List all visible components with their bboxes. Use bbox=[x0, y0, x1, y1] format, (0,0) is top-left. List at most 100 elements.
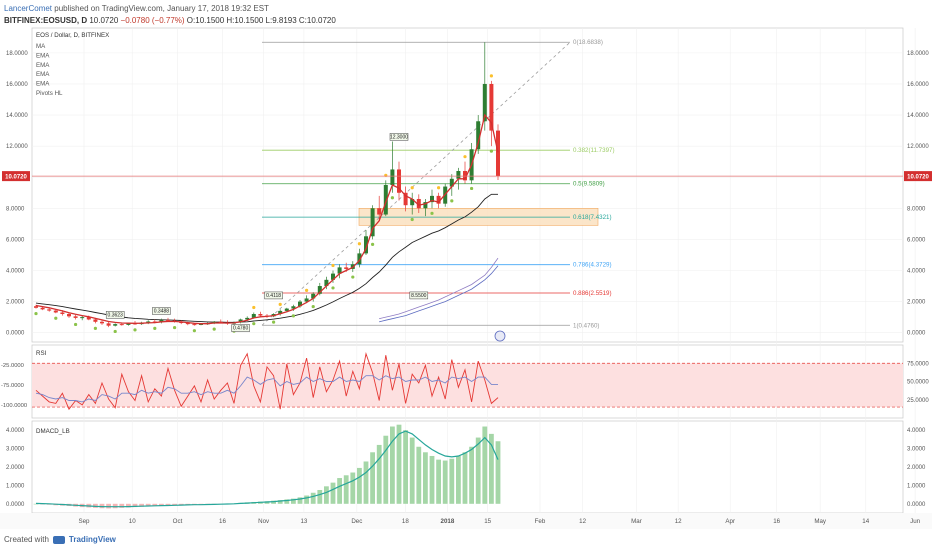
price-tick-label-right: 18.0000 bbox=[907, 51, 929, 57]
price-tick-label-left: 14.0000 bbox=[6, 113, 28, 119]
candle-body bbox=[119, 324, 124, 326]
pivot-low-dot bbox=[153, 326, 157, 330]
candle-body bbox=[337, 267, 342, 274]
time-tick-label: Apr bbox=[725, 518, 735, 525]
time-tick-label: 2018 bbox=[441, 518, 455, 525]
time-tick-label: Dec bbox=[351, 518, 362, 525]
time-tick-label: 14 bbox=[862, 518, 869, 525]
candle-body bbox=[146, 321, 151, 323]
price-legend-item: EMA bbox=[36, 81, 50, 88]
fib-level-label: 0.786(4.3729) bbox=[573, 262, 612, 269]
fib-level-label: 0.5(9.5809) bbox=[573, 181, 605, 188]
macd-histogram-bar bbox=[449, 458, 455, 504]
macd-histogram-bar bbox=[370, 452, 375, 504]
time-tick-label: 12 bbox=[579, 518, 586, 525]
price-legend-item: EMA bbox=[36, 71, 50, 78]
pivot-label-box bbox=[409, 291, 429, 300]
pivot-low-dot bbox=[390, 196, 394, 200]
pivot-label-box bbox=[231, 324, 250, 332]
fib-level-label: 0.886(2.5519) bbox=[573, 290, 612, 297]
last-price-badge-right-text: 10.0720 bbox=[907, 175, 929, 181]
ema-red-line bbox=[35, 113, 499, 325]
candle-body bbox=[251, 314, 256, 318]
macd-histogram-bar bbox=[495, 441, 501, 504]
price-tick-label-right: 4.0000 bbox=[907, 268, 926, 274]
tradingview-logo-icon bbox=[52, 535, 65, 544]
candle-body bbox=[463, 171, 467, 181]
macd-tick-label: 4.0000 bbox=[907, 428, 926, 434]
macd-histogram-bar bbox=[390, 426, 395, 504]
macd-histogram-bar bbox=[126, 503, 131, 508]
candle-body bbox=[423, 202, 428, 209]
time-tick-label: 16 bbox=[219, 518, 226, 525]
rsi-band bbox=[32, 363, 903, 408]
candle-body bbox=[476, 121, 481, 150]
candle-body bbox=[53, 310, 58, 313]
macd-tick-label-left: 1.0000 bbox=[6, 483, 25, 489]
macd-histogram-bar bbox=[324, 486, 329, 504]
last-price-badge-right bbox=[904, 171, 932, 182]
pivot-label-box bbox=[105, 311, 125, 319]
fib-level-label: 1(0.4760) bbox=[573, 322, 600, 329]
pivot-high-dot bbox=[357, 242, 361, 246]
price-tick-label-left: 12.0000 bbox=[6, 144, 28, 150]
macd-histogram-bar bbox=[178, 503, 184, 505]
fib-level-label: 0.618(7.4321) bbox=[573, 214, 612, 221]
macd-histogram-bar bbox=[165, 503, 171, 506]
macd-tick-label: 2.0000 bbox=[907, 465, 926, 471]
pivot-label: 0.3623 bbox=[108, 312, 124, 318]
macd-histogram-bar bbox=[469, 446, 474, 504]
rsi-line bbox=[35, 352, 499, 411]
ohlc-values: O:10.1500 H:10.1500 L:9.8193 C:10.0720 bbox=[186, 16, 336, 25]
tradingview-link[interactable]: TradingView bbox=[68, 535, 116, 544]
price-tick-label-right: 0.0000 bbox=[907, 331, 926, 337]
price-tick-label-right: 12.0000 bbox=[907, 144, 929, 150]
time-tick-label: Sep bbox=[78, 518, 90, 525]
candle-body bbox=[67, 314, 71, 317]
candle-body bbox=[403, 192, 408, 206]
price-tick-label-right: 14.0000 bbox=[907, 113, 929, 119]
macd-histogram-bar bbox=[357, 467, 362, 504]
price-tick-label-right: 6.0000 bbox=[907, 237, 926, 243]
macd-histogram-bar bbox=[337, 478, 342, 504]
macd-histogram-bar bbox=[436, 459, 441, 504]
pivot-low-dot bbox=[430, 211, 434, 215]
candle-body bbox=[199, 323, 203, 325]
candle-body bbox=[344, 267, 349, 269]
macd-title: DMACD_LB bbox=[36, 428, 70, 435]
macd-histogram-bar bbox=[152, 503, 158, 507]
pivot-low-dot bbox=[54, 316, 58, 320]
pivot-label: 12.3000 bbox=[390, 134, 408, 140]
macd-histogram-bar bbox=[475, 437, 481, 504]
time-tick-label: 18 bbox=[402, 518, 409, 525]
pivot-low-dot bbox=[489, 149, 493, 153]
candle-body bbox=[430, 195, 434, 203]
macd-histogram-bar bbox=[132, 503, 138, 508]
candle-body bbox=[126, 323, 131, 325]
candle-body bbox=[47, 309, 52, 311]
macd-histogram-bar bbox=[383, 435, 389, 504]
candle-body bbox=[258, 314, 263, 316]
symbol-line: BITFINEX:EOSUSD, D 10.0720 −0.0780 (−0.7… bbox=[4, 15, 336, 26]
candle-body bbox=[80, 317, 85, 319]
macd-tick-label-left: 2.0000 bbox=[6, 465, 25, 471]
rsi-signal-line bbox=[35, 375, 498, 403]
macd-histogram-bar bbox=[363, 461, 369, 504]
macd-histogram-bar bbox=[291, 498, 296, 504]
publish-line: LancerComet published on TradingView.com… bbox=[4, 3, 269, 14]
candle-body bbox=[278, 310, 283, 315]
pivot-low-dot bbox=[450, 199, 454, 203]
macd-histogram-bar bbox=[462, 452, 468, 504]
macd-tick-label-left: 0.0000 bbox=[6, 502, 25, 508]
price-tick-label-right: 16.0000 bbox=[907, 82, 929, 88]
author-link[interactable]: LancerComet bbox=[4, 4, 53, 13]
candle-body bbox=[185, 323, 190, 325]
candle-body bbox=[304, 298, 309, 302]
price-tick-label-right: 2.0000 bbox=[907, 300, 926, 306]
rsi-tick-label: 50.0000 bbox=[907, 380, 929, 386]
macd-histogram-bar bbox=[482, 426, 488, 504]
price-tick-label-left: 0.0000 bbox=[6, 331, 25, 337]
time-tick-label: Nov bbox=[258, 518, 270, 525]
macd-histogram-bar bbox=[442, 460, 448, 504]
